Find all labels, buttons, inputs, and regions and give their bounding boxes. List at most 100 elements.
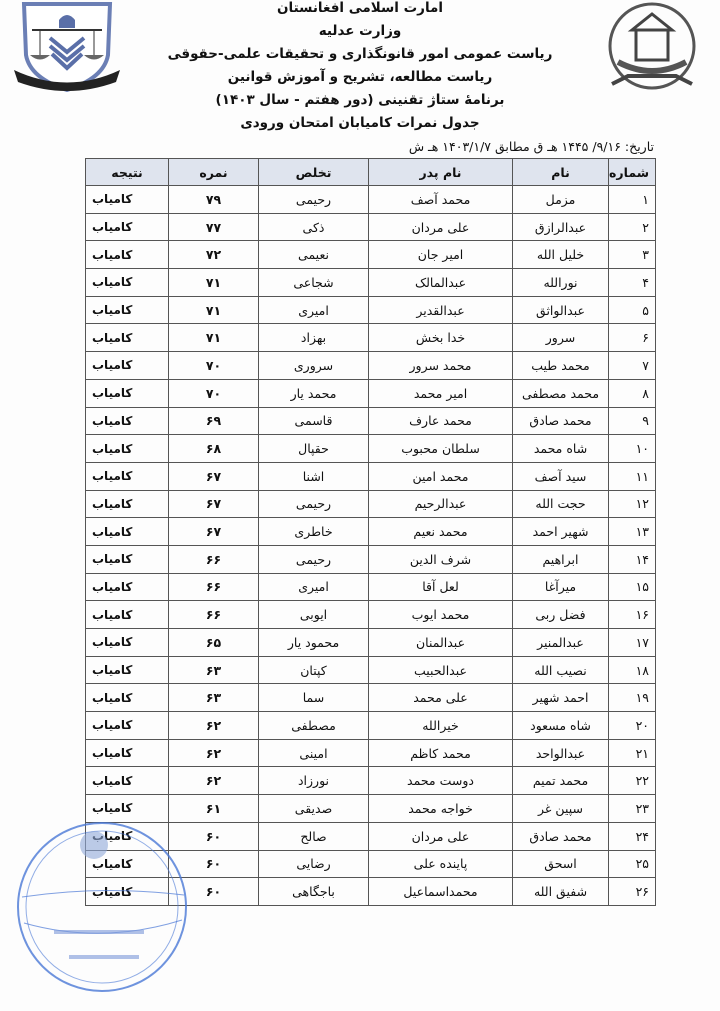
score: ۶۷ xyxy=(168,517,259,546)
surname: امیری xyxy=(258,572,369,602)
row-number: ۲۶ xyxy=(608,877,656,906)
row-number: ۱ xyxy=(608,185,656,214)
student-name: عبدالواحد xyxy=(512,738,609,768)
father-name: دوست محمد xyxy=(368,766,513,796)
row-number: ۱۴ xyxy=(608,544,656,574)
student-name: حجت الله xyxy=(512,489,609,519)
surname: قاسمی xyxy=(258,406,369,436)
score: ۶۹ xyxy=(168,406,259,436)
result: کامیاب xyxy=(85,489,169,519)
student-name: محمد مصطفی xyxy=(512,378,609,408)
score: ۶۶ xyxy=(168,600,259,629)
result: کامیاب xyxy=(85,600,169,629)
surname: ایوبی xyxy=(258,600,369,629)
result: کامیاب xyxy=(85,794,169,823)
emirate-emblem-icon xyxy=(608,2,696,90)
table-row: ۹ محمد صادق محمد عارف قاسمی ۶۹ کامیاب xyxy=(85,406,656,436)
table-row: ۱۳ شهیر احمد محمد نعیم خاطری ۶۷ کامیاب xyxy=(85,517,656,546)
row-number: ۵ xyxy=(608,295,656,325)
surname: نورزاد xyxy=(258,766,369,796)
score: ۶۲ xyxy=(168,766,259,796)
row-number: ۱۲ xyxy=(608,489,656,519)
surname: ذکی xyxy=(258,212,369,242)
result: کامیاب xyxy=(85,711,169,740)
surname: محمود یار xyxy=(258,628,369,657)
student-name: سپین غر xyxy=(512,794,609,823)
score: ۶۲ xyxy=(168,738,259,768)
father-name: عبدالحبیب xyxy=(368,655,513,685)
score: ۶۵ xyxy=(168,628,259,657)
student-name: نصیب الله xyxy=(512,655,609,685)
result: کامیاب xyxy=(85,406,169,436)
table-row: ۳ خلیل الله امیر جان نعیمی ۷۲ کامیاب xyxy=(85,240,656,270)
father-name: عبدالمنان xyxy=(368,628,513,657)
row-number: ۲۵ xyxy=(608,849,656,879)
row-number: ۱۰ xyxy=(608,434,656,463)
row-number: ۸ xyxy=(608,378,656,408)
result: کامیاب xyxy=(85,572,169,602)
table-row: ۱۷ عبدالمنیر عبدالمنان محمود یار ۶۵ کامیاب xyxy=(85,628,656,657)
row-number: ۱۷ xyxy=(608,628,656,657)
row-number: ۳ xyxy=(608,240,656,270)
father-name: محمد عارف xyxy=(368,406,513,436)
surname: مصطفی xyxy=(258,711,369,740)
score: ۷۷ xyxy=(168,212,259,242)
result: کامیاب xyxy=(85,295,169,325)
table-row: ۲ عبدالرازق علی مردان ذکی ۷۷ کامیاب xyxy=(85,212,656,242)
score: ۶۲ xyxy=(168,711,259,740)
score: ۶۶ xyxy=(168,572,259,602)
father-name: محمد نعیم xyxy=(368,517,513,546)
father-name: خیرالله xyxy=(368,711,513,740)
row-number: ۱۸ xyxy=(608,655,656,685)
score: ۶۸ xyxy=(168,434,259,463)
father-name: محمد سرور xyxy=(368,351,513,380)
table-row: ۲۳ سپین غر خواجه محمد صدیقی ۶۱ کامیاب xyxy=(85,794,656,823)
student-name: عبدالمنیر xyxy=(512,628,609,657)
header-father-name: نام پدر xyxy=(368,158,513,186)
table-row: ۱ مزمل محمد آصف رحیمی ۷۹ کامیاب xyxy=(85,185,656,214)
table-row: ۲۵ اسحق پاینده علی رضایی ۶۰ کامیاب xyxy=(85,849,656,879)
surname: صالح xyxy=(258,821,369,851)
student-name: شفیق الله xyxy=(512,877,609,906)
result: کامیاب xyxy=(85,877,169,906)
row-number: ۹ xyxy=(608,406,656,436)
father-name: پاینده علی xyxy=(368,849,513,879)
student-name: خلیل الله xyxy=(512,240,609,270)
document-date: تاریخ: ۹/۱۶/ ۱۴۴۵ هـ ق مطابق ۱۴۰۳/۱/۷ هـ… xyxy=(408,139,654,154)
score: ۶۶ xyxy=(168,544,259,574)
table-row: ۱۰ شاه محمد سلطان محبوب حقپال ۶۸ کامیاب xyxy=(85,434,656,463)
header-name: نام xyxy=(512,158,609,186)
surname: صدیقی xyxy=(258,794,369,823)
header-line-1: امارت اسلامی افغانستان xyxy=(276,0,444,16)
row-number: ۱۶ xyxy=(608,600,656,629)
result: کامیاب xyxy=(85,212,169,242)
father-name: محمد ایوب xyxy=(368,600,513,629)
row-number: ۱۵ xyxy=(608,572,656,602)
table-row: ۸ محمد مصطفی امیر محمد محمد یار ۷۰ کامیاب xyxy=(85,378,656,408)
father-name: علی محمد xyxy=(368,683,513,713)
surname: خاطری xyxy=(258,517,369,546)
surname: اشنا xyxy=(258,461,369,491)
surname: سما xyxy=(258,683,369,713)
result: کامیاب xyxy=(85,323,169,353)
score: ۷۱ xyxy=(168,295,259,325)
father-name: محمد آصف xyxy=(368,185,513,214)
row-number: ۱۹ xyxy=(608,683,656,713)
father-name: امیر جان xyxy=(368,240,513,270)
result: کامیاب xyxy=(85,517,169,546)
father-name: عبدالرحیم xyxy=(368,489,513,519)
surname: محمد یار xyxy=(258,378,369,408)
table-row: ۲۴ محمد صادق علی مردان صالح ۶۰ کامیاب xyxy=(85,821,656,851)
surname: رحیمی xyxy=(258,185,369,214)
score: ۶۰ xyxy=(168,849,259,879)
table-row: ۱۶ فضل ربی محمد ایوب ایوبی ۶۶ کامیاب xyxy=(85,600,656,629)
father-name: محمد امین xyxy=(368,461,513,491)
table-row: ۱۵ میرآغا لعل آقا امیری ۶۶ کامیاب xyxy=(85,572,656,602)
table-row: ۱۲ حجت الله عبدالرحیم رحیمی ۶۷ کامیاب xyxy=(85,489,656,519)
student-name: نورالله xyxy=(512,268,609,297)
table-row: ۲۱ عبدالواحد محمد کاظم امینی ۶۲ کامیاب xyxy=(85,738,656,768)
result: کامیاب xyxy=(85,849,169,879)
score: ۷۱ xyxy=(168,268,259,297)
student-name: شهیر احمد xyxy=(512,517,609,546)
father-name: خدا بخش xyxy=(368,323,513,353)
